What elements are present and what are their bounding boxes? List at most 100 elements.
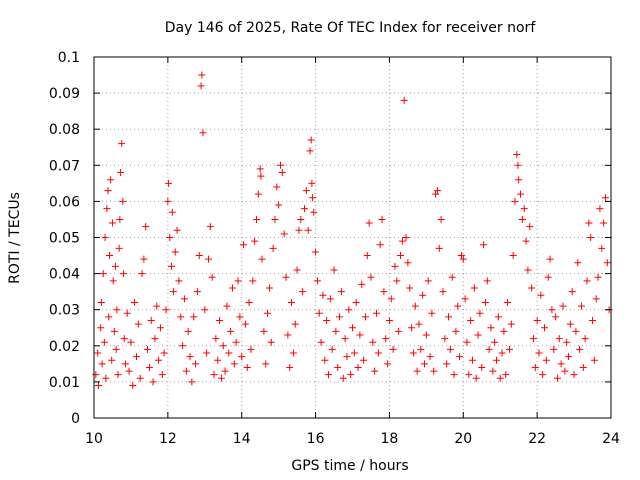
data-point	[304, 226, 312, 234]
data-point	[97, 298, 105, 306]
data-point	[498, 349, 506, 357]
data-point	[574, 259, 582, 267]
data-point	[284, 331, 292, 339]
data-point	[232, 338, 240, 346]
data-point	[415, 320, 423, 328]
data-point	[203, 349, 211, 357]
data-point	[180, 295, 188, 303]
data-point	[474, 331, 482, 339]
data-point	[409, 349, 417, 357]
data-point	[443, 360, 451, 368]
data-point	[380, 288, 388, 296]
data-point	[326, 295, 334, 303]
data-point	[106, 252, 114, 260]
data-point	[476, 309, 484, 317]
data-point	[539, 371, 547, 379]
data-point	[291, 320, 299, 328]
data-point	[165, 179, 173, 187]
data-point	[138, 270, 146, 278]
data-point	[271, 215, 279, 223]
data-point	[555, 335, 563, 343]
data-point	[454, 302, 462, 310]
data-point	[312, 248, 320, 256]
data-point	[223, 302, 231, 310]
data-point	[500, 327, 508, 335]
data-point	[201, 306, 209, 314]
data-point	[332, 327, 340, 335]
data-point	[197, 82, 205, 90]
data-point	[134, 320, 142, 328]
data-point	[162, 306, 170, 314]
data-point	[103, 205, 111, 213]
data-point	[121, 360, 129, 368]
data-point	[553, 374, 561, 382]
data-point	[169, 288, 177, 296]
data-point	[505, 345, 513, 353]
y-tick-label: 0	[71, 411, 80, 427]
data-points	[92, 71, 613, 390]
data-point	[108, 219, 116, 227]
data-point	[514, 161, 522, 169]
data-point	[145, 363, 153, 371]
data-point	[251, 237, 259, 245]
x-tick-label: 12	[159, 431, 177, 447]
data-point	[520, 205, 528, 213]
data-point	[515, 176, 523, 184]
data-point	[144, 345, 152, 353]
data-point	[378, 215, 386, 223]
data-point	[136, 374, 144, 382]
data-point	[190, 313, 198, 321]
x-tick-label: 20	[454, 431, 472, 447]
data-point	[411, 302, 419, 310]
y-tick-label: 0.03	[49, 303, 80, 319]
data-point	[208, 273, 216, 281]
data-point	[522, 237, 530, 245]
data-point	[577, 302, 585, 310]
y-tick-label: 0.08	[49, 122, 80, 138]
data-point	[308, 179, 316, 187]
x-axis-tick-labels: 10 12 14 16 18 20 22 24	[85, 431, 620, 447]
data-point	[171, 248, 179, 256]
data-point	[107, 176, 115, 184]
data-point	[446, 345, 454, 353]
data-point	[240, 241, 248, 249]
data-point	[404, 259, 412, 267]
data-point	[256, 165, 264, 173]
data-point	[265, 284, 273, 292]
data-point	[413, 367, 421, 375]
data-point	[147, 317, 155, 325]
data-point	[504, 298, 512, 306]
data-point	[173, 226, 181, 234]
data-point	[149, 378, 157, 386]
data-point	[210, 371, 218, 379]
data-point	[280, 230, 288, 238]
data-point	[487, 324, 495, 332]
data-point	[426, 353, 434, 361]
data-point	[323, 317, 331, 325]
data-point	[350, 349, 358, 357]
data-point	[546, 255, 554, 263]
data-point	[470, 284, 478, 292]
x-axis-label: GPS time / hours	[291, 458, 408, 474]
data-point	[94, 349, 102, 357]
data-point	[307, 136, 315, 144]
data-point	[511, 197, 519, 205]
y-tick-label: 0.1	[58, 50, 80, 66]
data-point	[182, 367, 190, 375]
data-point	[330, 266, 338, 274]
x-tick-label: 22	[528, 431, 546, 447]
data-point	[365, 219, 373, 227]
data-point	[204, 255, 212, 263]
data-point	[509, 252, 517, 260]
data-point	[142, 223, 150, 231]
data-point	[393, 277, 401, 285]
data-point	[363, 252, 371, 260]
data-point	[478, 363, 486, 371]
data-point	[306, 147, 314, 155]
data-point	[155, 356, 163, 364]
data-point	[343, 353, 351, 361]
data-point	[168, 262, 176, 270]
data-point	[247, 345, 255, 353]
data-point	[289, 349, 297, 357]
